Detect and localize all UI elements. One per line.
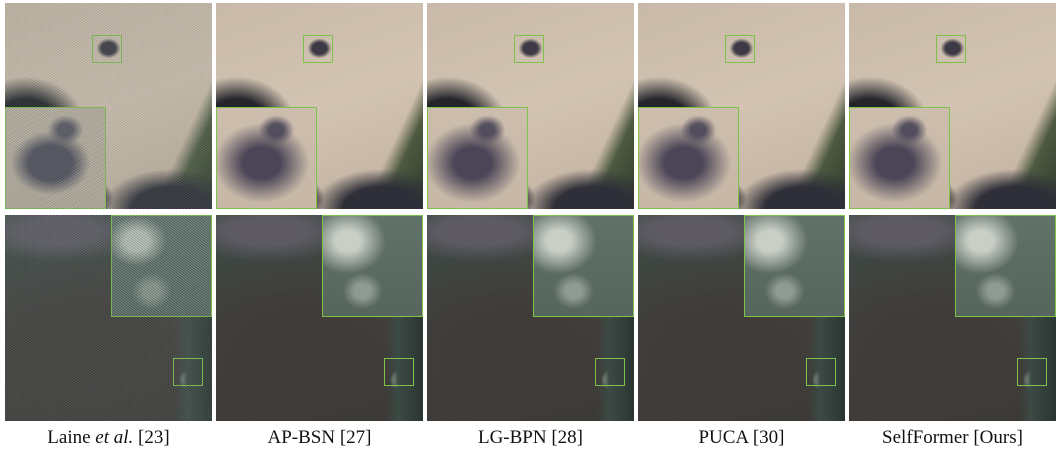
zoom-box	[725, 35, 755, 63]
image-panel	[638, 3, 845, 209]
caption-text: LG-BPN [28]	[478, 427, 583, 448]
caption: PUCA [30]	[638, 427, 845, 449]
caption-text: PUCA [30]	[698, 427, 784, 448]
zoom-box	[173, 358, 203, 386]
caption-text: AP-BSN [27]	[268, 427, 372, 448]
caption: Laine et al. [23]	[5, 427, 212, 449]
zoom-box	[1017, 358, 1047, 386]
image-panel	[849, 3, 1056, 209]
zoom-box	[384, 358, 414, 386]
zoom-inset	[638, 107, 739, 209]
zoom-inset	[955, 215, 1056, 317]
zoom-inset	[5, 107, 106, 209]
image-panel	[427, 3, 634, 209]
zoom-inset	[111, 215, 212, 317]
caption: AP-BSN [27]	[216, 427, 423, 449]
caption-text: Laine	[47, 427, 90, 448]
image-panel	[5, 3, 212, 209]
caption: LG-BPN [28]	[427, 427, 634, 449]
caption: SelfFormer [Ours]	[849, 427, 1056, 449]
zoom-inset	[216, 107, 317, 209]
image-panel	[5, 215, 212, 421]
zoom-inset	[744, 215, 845, 317]
zoom-box	[303, 35, 333, 63]
image-panel	[427, 215, 634, 421]
zoom-inset	[427, 107, 528, 209]
zoom-box	[595, 358, 625, 386]
zoom-inset	[849, 107, 950, 209]
image-panel	[638, 215, 845, 421]
zoom-box	[92, 35, 122, 63]
figure: Laine et al. [23] AP-BSN [27] LG-BPN [28] P…	[0, 0, 1056, 459]
zoom-box	[806, 358, 836, 386]
caption-text: SelfFormer [Ours]	[882, 427, 1023, 448]
caption-text: et al.	[95, 427, 133, 448]
image-panel	[216, 215, 423, 421]
zoom-inset	[322, 215, 423, 317]
image-panel	[216, 3, 423, 209]
image-panel	[849, 215, 1056, 421]
caption-text: [23]	[138, 427, 170, 448]
zoom-box	[936, 35, 966, 63]
zoom-inset	[533, 215, 634, 317]
zoom-box	[514, 35, 544, 63]
